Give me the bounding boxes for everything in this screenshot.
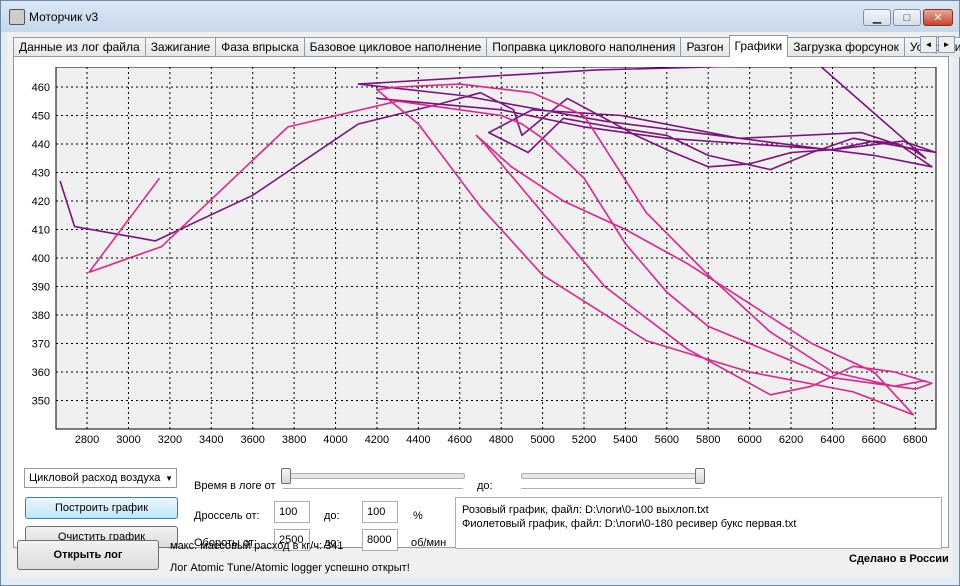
- parameter-select[interactable]: Цикловой расход воздуха ▼: [24, 468, 177, 488]
- x-tick-label: 3000: [116, 434, 140, 446]
- x-tick-label: 4200: [365, 434, 389, 446]
- purple-file-label: Фиолетовый график, файл: D:\логи\0-180 р…: [462, 518, 797, 530]
- maximize-button[interactable]: □: [893, 9, 921, 26]
- y-tick-label: 350: [32, 395, 50, 407]
- pink-file-label: Розовый график, файл: D:\логи\0-100 выхл…: [462, 504, 709, 516]
- app-engine-icon: [9, 9, 25, 25]
- time-from-slider[interactable]: [281, 468, 291, 484]
- y-tick-label: 410: [32, 224, 50, 236]
- throttle-to-field[interactable]: 100: [362, 501, 398, 523]
- x-tick-label: 3400: [199, 434, 223, 446]
- x-tick-label: 4000: [323, 434, 347, 446]
- y-tick-label: 380: [32, 310, 50, 322]
- rpm-to-label: до:: [324, 537, 340, 549]
- tab-1[interactable]: Зажигание: [144, 37, 217, 57]
- time-to-slider[interactable]: [695, 468, 705, 484]
- parameter-select-value: Цикловой расход воздуха: [29, 472, 161, 484]
- x-tick-label: 5400: [613, 434, 637, 446]
- y-tick-label: 450: [32, 110, 50, 122]
- x-tick-label: 4400: [406, 434, 430, 446]
- x-tick-label: 4600: [448, 434, 472, 446]
- throttle-from-field[interactable]: 100: [274, 501, 310, 523]
- x-tick-label: 6800: [903, 434, 927, 446]
- x-tick-label: 2800: [75, 434, 99, 446]
- y-tick-label: 370: [32, 338, 50, 350]
- y-tick-label: 460: [32, 82, 50, 94]
- throttle-to-label: до:: [324, 510, 340, 522]
- tab-2[interactable]: Фаза впрыска: [215, 37, 305, 57]
- y-tick-label: 440: [32, 139, 50, 151]
- made-in-text: Сделано в России: [849, 553, 949, 565]
- y-tick-label: 390: [32, 281, 50, 293]
- plot-background: [55, 67, 937, 430]
- client-area: Данные из лог файла Зажигание Фаза впрыска…: [7, 32, 960, 578]
- minimize-button[interactable]: ▁: [863, 9, 891, 26]
- chevron-down-icon: ▼: [165, 474, 173, 483]
- x-tick-label: 3600: [240, 434, 264, 446]
- x-tick-label: 6400: [820, 434, 844, 446]
- tab-7[interactable]: Загрузка форсунок: [787, 37, 905, 57]
- y-tick-label: 420: [32, 196, 50, 208]
- x-tick-label: 5600: [655, 434, 679, 446]
- tab-6[interactable]: Графики: [728, 35, 789, 57]
- time-to-track[interactable]: [521, 473, 703, 479]
- time-from-ticks: [283, 488, 463, 489]
- window-title: Моторчик v3: [29, 10, 99, 24]
- tab-3[interactable]: Базовое цикловое наполнение: [303, 37, 488, 57]
- time-from-track[interactable]: [283, 473, 465, 479]
- status-text: Лог Atomic Tune/Atomic logger успешно от…: [170, 562, 410, 574]
- x-tick-label: 5200: [572, 434, 596, 446]
- tab-strip: Данные из лог файла Зажигание Фаза впрыска…: [13, 35, 960, 57]
- chart-area: 2800 3000 3200 3400 3600 3800 4000 4200 4400 4600…: [32, 67, 937, 446]
- x-tick-label: 5800: [696, 434, 720, 446]
- throttle-unit: %: [413, 510, 423, 522]
- loaded-files-box: Розовый график, файл: D:\логи\0-100 выхл…: [455, 497, 942, 549]
- x-tick-label: 4800: [489, 434, 513, 446]
- close-button[interactable]: ✕: [923, 9, 953, 26]
- time-to-label: до:: [477, 480, 493, 492]
- charts-tab-panel: 2800 3000 3200 3400 3600 3800 4000 4200 4400 4600…: [13, 56, 949, 551]
- x-tick-label: 6000: [737, 434, 761, 446]
- y-tick-label: 400: [32, 253, 50, 265]
- x-tick-label: 5000: [530, 434, 554, 446]
- build-chart-button[interactable]: Построить график: [25, 497, 178, 519]
- x-tick-label: 6600: [862, 434, 886, 446]
- tab-scroll-arrows: ◄ ►: [919, 36, 955, 53]
- open-log-button[interactable]: Открыть лог: [17, 540, 159, 570]
- throttle-label: Дроссель от:: [194, 510, 260, 522]
- y-tick-label: 430: [32, 167, 50, 179]
- tab-0[interactable]: Данные из лог файла: [13, 37, 146, 57]
- tab-4[interactable]: Поправка циклового наполнения: [486, 37, 682, 57]
- max-flow-text: макс. массовый расход в кг/ч: 341: [170, 540, 344, 552]
- tab-scroll-right-icon[interactable]: ►: [938, 36, 955, 53]
- time-from-label: Время в логе от: [194, 480, 276, 492]
- tab-scroll-left-icon[interactable]: ◄: [920, 36, 937, 53]
- tab-5[interactable]: Разгон: [680, 37, 730, 57]
- rpm-from-field[interactable]: 2500: [274, 529, 310, 551]
- time-to-ticks: [521, 488, 701, 489]
- y-tick-label: 360: [32, 367, 50, 379]
- pink-series-line: [88, 83, 933, 416]
- title-bar[interactable]: Моторчик v3 ▁ □ ✕: [1, 1, 959, 32]
- rpm-unit: об/мин: [411, 537, 447, 549]
- x-tick-label: 3800: [282, 434, 306, 446]
- rpm-label: Обороты от:: [194, 537, 257, 549]
- x-tick-label: 3200: [158, 434, 182, 446]
- x-tick-label: 6200: [779, 434, 803, 446]
- rpm-to-field[interactable]: 8000: [362, 529, 398, 551]
